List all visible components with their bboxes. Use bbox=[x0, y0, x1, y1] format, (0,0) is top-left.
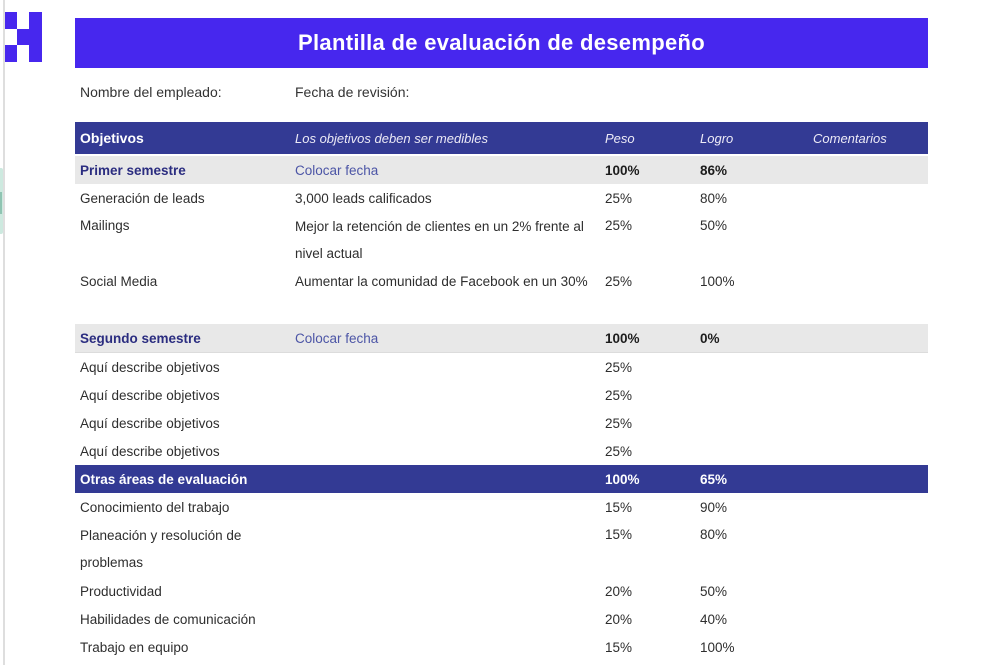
table-row: Productividad 20% 50% bbox=[75, 577, 928, 605]
table-row: Social Media Aumentar la comunidad de Fa… bbox=[75, 267, 928, 295]
logo-square bbox=[17, 29, 29, 45]
teal-decoration bbox=[0, 168, 3, 234]
row-label: Productividad bbox=[80, 583, 162, 599]
row-label: Habilidades de comunicación bbox=[80, 611, 256, 627]
col-header-medibles: Los objetivos deben ser medibles bbox=[295, 130, 488, 146]
table-row: Planeación y resolución de problemas 15%… bbox=[75, 521, 928, 577]
logro-value: 50% bbox=[700, 218, 728, 233]
peso-value: 25% bbox=[605, 190, 633, 206]
employee-name-label: Nombre del empleado: bbox=[80, 84, 222, 100]
logro-value: 80% bbox=[700, 190, 728, 206]
title-bar: Plantilla de evaluación de desempeño bbox=[75, 18, 928, 68]
table-header-row: Objetivos Los objetivos deben ser medibl… bbox=[75, 122, 928, 154]
peso-value: 25% bbox=[605, 443, 633, 459]
table-row: Trabajo en equipo 15% 100% bbox=[75, 633, 928, 661]
logro-value: 90% bbox=[700, 499, 728, 515]
col-header-peso: Peso bbox=[605, 130, 635, 146]
logro-value: 50% bbox=[700, 583, 728, 599]
logro-value: 80% bbox=[700, 527, 728, 542]
peso-value: 25% bbox=[605, 387, 633, 403]
row-label: Trabajo en equipo bbox=[80, 639, 189, 655]
logro-value: 65% bbox=[700, 471, 728, 487]
peso-value: 25% bbox=[605, 415, 633, 431]
section-title: Segundo semestre bbox=[80, 330, 201, 346]
row-desc: Mejor la retención de clientes en un 2% … bbox=[295, 218, 584, 261]
peso-value: 15% bbox=[605, 499, 633, 515]
col-header-comentarios: Comentarios bbox=[813, 130, 887, 146]
section-spacer bbox=[75, 295, 928, 324]
section-row-otras-areas: Otras áreas de evaluación 100% 65% bbox=[75, 465, 928, 493]
row-label: Aquí describe objetivos bbox=[80, 415, 220, 431]
row-label: Conocimiento del trabajo bbox=[80, 499, 230, 515]
row-label: Aquí describe objetivos bbox=[80, 359, 220, 375]
peso-value: 25% bbox=[605, 273, 633, 289]
row-label: Generación de leads bbox=[80, 190, 205, 206]
section-title: Otras áreas de evaluación bbox=[80, 471, 248, 487]
logro-value: 86% bbox=[700, 162, 728, 178]
table-row: Aquí describe objetivos 25% bbox=[75, 353, 928, 381]
peso-value: 100% bbox=[605, 330, 640, 346]
logro-value: 100% bbox=[700, 273, 735, 289]
date-placeholder-cell[interactable]: Colocar fecha bbox=[295, 162, 379, 178]
peso-value: 15% bbox=[605, 639, 633, 655]
table-row: Aquí describe objetivos 25% bbox=[75, 437, 928, 465]
page-title: Plantilla de evaluación de desempeño bbox=[298, 30, 705, 55]
date-placeholder-cell[interactable]: Colocar fecha bbox=[295, 330, 379, 346]
logo-square bbox=[5, 12, 17, 29]
row-label: Mailings bbox=[80, 218, 130, 233]
logro-value: 0% bbox=[700, 330, 720, 346]
meta-row: Nombre del empleado: Fecha de revisión: bbox=[0, 84, 1000, 108]
col-header-objetivos: Objetivos bbox=[80, 129, 144, 146]
logro-value: 100% bbox=[700, 639, 735, 655]
page-edge-line bbox=[3, 0, 5, 665]
evaluation-table: Objetivos Los objetivos deben ser medibl… bbox=[75, 122, 928, 661]
section-row-segundo-semestre: Segundo semestre Colocar fecha 100% 0% bbox=[75, 324, 928, 353]
peso-value: 20% bbox=[605, 611, 633, 627]
col-header-logro: Logro bbox=[700, 130, 734, 146]
logo-square bbox=[5, 45, 17, 62]
row-label: Aquí describe objetivos bbox=[80, 387, 220, 403]
table-row: Mailings Mejor la retención de clientes … bbox=[75, 212, 928, 267]
row-desc: 3,000 leads calificados bbox=[295, 190, 432, 206]
peso-value: 100% bbox=[605, 471, 640, 487]
table-row: Habilidades de comunicación 20% 40% bbox=[75, 605, 928, 633]
section-title: Primer semestre bbox=[80, 162, 186, 178]
logro-value: 40% bbox=[700, 611, 728, 627]
row-desc: Aumentar la comunidad de Facebook en un … bbox=[295, 273, 588, 289]
row-label: Aquí describe objetivos bbox=[80, 443, 220, 459]
section-row-primer-semestre: Primer semestre Colocar fecha 100% 86% bbox=[75, 156, 928, 184]
peso-value: 25% bbox=[605, 218, 633, 233]
table-row: Aquí describe objetivos 25% bbox=[75, 409, 928, 437]
peso-value: 15% bbox=[605, 527, 633, 542]
table-row: Conocimiento del trabajo 15% 90% bbox=[75, 493, 928, 521]
peso-value: 25% bbox=[605, 359, 633, 375]
peso-value: 20% bbox=[605, 583, 633, 599]
table-row: Aquí describe objetivos 25% bbox=[75, 381, 928, 409]
peso-value: 100% bbox=[605, 162, 640, 178]
row-label: Social Media bbox=[80, 273, 158, 289]
logo-bar bbox=[29, 12, 42, 62]
review-date-label: Fecha de revisión: bbox=[295, 84, 410, 100]
pixel-h-logo-icon bbox=[5, 12, 42, 62]
table-row: Generación de leads 3,000 leads califica… bbox=[75, 184, 928, 212]
row-label: Planeación y resolución de problemas bbox=[80, 528, 242, 570]
